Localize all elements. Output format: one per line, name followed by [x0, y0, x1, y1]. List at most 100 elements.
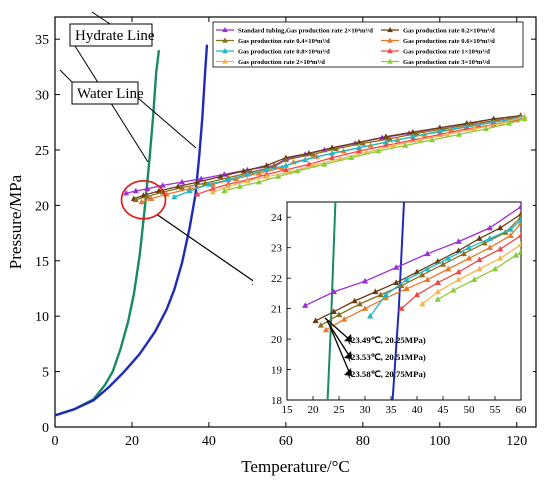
data-point: [506, 120, 513, 126]
data-point: [294, 167, 301, 174]
inset-data-point: [481, 239, 488, 246]
data-point: [282, 162, 289, 168]
data-point: [132, 196, 139, 203]
inset-data-point: [497, 224, 504, 231]
series-4: [171, 114, 524, 200]
inset-data-point: [372, 288, 379, 295]
data-point: [409, 133, 416, 139]
y-tick-label: 10: [35, 310, 49, 325]
inset-data-point: [445, 255, 452, 261]
inset-data-point: [434, 296, 441, 302]
inset-clipped-content: [302, 202, 521, 400]
hydrate-line: [54, 50, 161, 417]
data-point: [282, 166, 289, 173]
legend-label: Gas production rate 0.2×10⁴m³/d: [403, 28, 495, 35]
inset-data-point: [312, 317, 319, 324]
inset-data-point: [497, 255, 504, 261]
data-point: [155, 187, 162, 194]
data-point: [221, 187, 228, 194]
inset-x-tick-label: 55: [490, 404, 502, 416]
inset-data-point: [322, 326, 330, 333]
data-point: [321, 161, 328, 167]
inset-data-point: [460, 250, 467, 257]
water-arrow: [137, 97, 197, 149]
data-point: [148, 195, 155, 201]
data-point: [275, 173, 282, 179]
data-point: [329, 144, 336, 150]
inset-plot-area: 15 20 25 30 35 40 45 50 55 60 18 19 20 21 22 23 24 (23.49…: [253, 194, 533, 422]
data-point: [178, 184, 186, 190]
data-point: [348, 154, 355, 160]
inset-series-7: [434, 248, 521, 302]
legend-label: Gas production rate 2×10⁴m³/d: [238, 59, 325, 66]
data-point: [436, 127, 443, 134]
data-point: [194, 178, 201, 185]
inset-data-point: [361, 305, 369, 311]
legend: Standard tubing,Gas production rate 2×10…: [212, 21, 524, 68]
inset-x-tick-label: 40: [412, 404, 424, 416]
inset-data-point: [517, 220, 521, 226]
legend-marker: [387, 27, 393, 33]
data-point: [175, 183, 182, 189]
inset-data-point: [424, 250, 431, 257]
inset-series-3: [322, 220, 521, 333]
inset-data-point: [476, 256, 483, 263]
inset-data-point: [517, 216, 521, 223]
y-tick-label: 35: [35, 33, 49, 48]
inset-annotation-label: (23.49℃, 20.25MPa): [348, 335, 426, 345]
inset-x-tick-label: 25: [334, 404, 346, 416]
series-line: [224, 118, 525, 192]
data-point: [140, 192, 147, 198]
inset-data-point: [517, 203, 521, 209]
data-point: [382, 139, 389, 145]
inset-data-point: [450, 287, 457, 293]
inset-hydrate-line: [326, 202, 337, 400]
y-tick-label: 20: [35, 199, 49, 214]
x-tick-label: 80: [356, 434, 370, 449]
inset-data-point: [512, 252, 519, 258]
inset-y-tick-label: 18: [271, 395, 283, 407]
inset-data-point: [517, 241, 521, 247]
data-point: [132, 187, 139, 194]
inset-data-point: [507, 232, 514, 238]
y-tick-label: 15: [35, 255, 49, 270]
inset-data-point: [377, 291, 384, 298]
hydrate-line-label-box: [69, 23, 153, 47]
inset-data-point: [517, 248, 521, 255]
data-point: [186, 187, 193, 194]
inset-series-5: [398, 232, 521, 311]
data-point: [263, 166, 270, 173]
hydrate-line-label: Hydrate Line: [75, 28, 155, 44]
inset-y-tick-label: 22: [271, 273, 282, 285]
inset-y-tick-label: 23: [271, 243, 283, 255]
inset-data-point: [419, 300, 426, 307]
inset-annotation-arrow: [324, 317, 351, 341]
inset-data-point: [341, 315, 348, 322]
data-point: [240, 167, 247, 174]
series-line: [135, 116, 521, 201]
inset-data-point: [455, 276, 462, 282]
annotations: Hydrate Line Water Line: [59, 11, 197, 163]
legend-label: Standard tubing,Gas production rate 2×10…: [238, 28, 373, 35]
data-point: [171, 193, 178, 200]
data-point: [429, 136, 436, 143]
data-point: [390, 142, 397, 148]
inset-data-point: [486, 224, 493, 231]
inset-data-point: [351, 297, 358, 304]
inset-annotation-arrowhead: [344, 351, 352, 359]
data-point: [355, 144, 363, 150]
x-tick-label: 0: [52, 434, 59, 449]
legend-label: Gas production rate 0.4×10⁴m³/d: [238, 38, 330, 45]
highlight-circle: [120, 180, 167, 220]
inset-data-point: [465, 244, 473, 251]
inset-data-point: [382, 291, 389, 298]
inset-x-tick-label: 35: [386, 404, 398, 416]
data-point: [413, 130, 420, 136]
inset-data-point: [361, 277, 369, 284]
inset-data-point: [517, 213, 521, 220]
data-point: [255, 178, 262, 185]
inset-data-point: [403, 276, 410, 282]
inset-data-point: [398, 282, 405, 289]
inset-data-point: [455, 238, 462, 244]
